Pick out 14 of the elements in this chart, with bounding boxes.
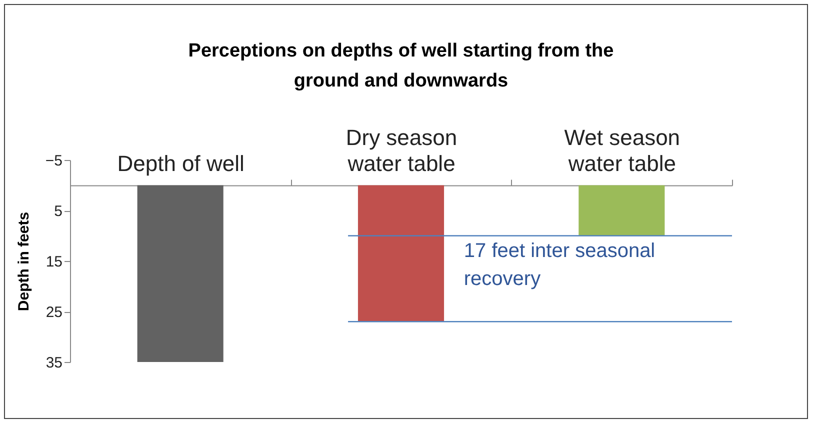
x-tick-label: Depth of well <box>117 150 244 176</box>
y-tick-label: 5 <box>54 203 62 220</box>
annotation: 17 feet inter seasonal recovery <box>464 240 656 290</box>
y-tick-label: 25 <box>46 304 62 321</box>
bar <box>137 185 224 362</box>
bar <box>358 185 444 322</box>
y-tick-label: −5 <box>45 152 62 170</box>
chart-title: Perceptions on depths of well starting from the ground and downwards <box>188 40 614 92</box>
y-axis-title: Depth in feets <box>15 212 32 312</box>
y-tick-label: 15 <box>46 254 62 270</box>
x-tick-label: Dry season water table <box>346 124 458 176</box>
y-tick-label: 35 <box>46 354 62 372</box>
bar <box>578 185 665 236</box>
x-tick-label: Wet season water table <box>564 124 680 176</box>
